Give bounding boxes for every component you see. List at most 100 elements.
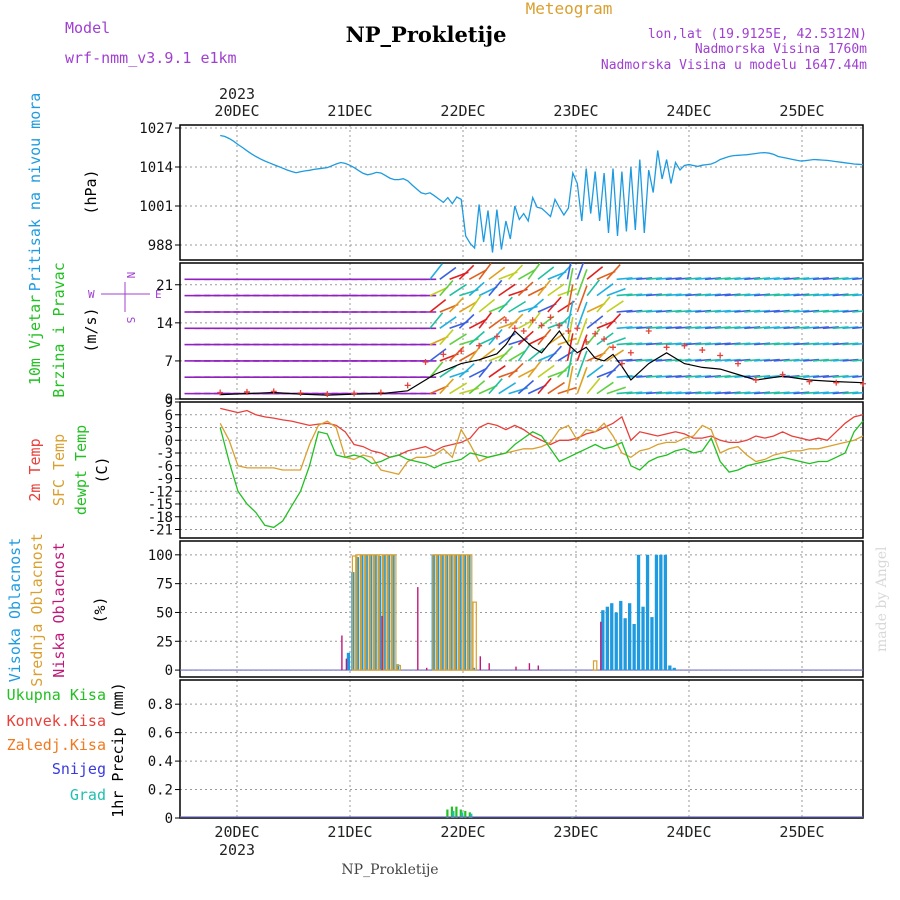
wind-gust-mark [351,390,358,397]
cloud-bar-low [515,666,517,671]
wind-barb [842,375,859,378]
xtick-top-2: 22DEC [440,102,485,120]
wind-barb [586,377,601,395]
wind-barb [606,264,621,280]
wind-barb [616,375,633,378]
wind-barb [665,277,682,281]
wind-barb [498,345,514,362]
wind-barb [429,348,447,362]
precip-legend-0: Ukupna Kisa [7,686,106,704]
wind-barb [429,312,444,329]
wind-barb [675,277,692,281]
wind-barb [832,277,849,281]
wind-barb [517,379,535,395]
wind-gust-mark [324,391,331,398]
wind-gust-mark [618,360,625,367]
precip-legend-4: Grad [70,786,106,804]
wind-barb [754,293,771,297]
wind-barb [734,326,751,330]
wind-barb [812,293,829,297]
wind-gust-mark [717,352,724,359]
wind-barb [773,293,790,297]
wind-barb [626,277,643,281]
wind-barb [449,296,464,313]
wind-barb [783,309,800,313]
wind-barb [566,268,574,296]
wind-barb [724,326,741,330]
wind-barb [754,342,771,346]
wind-barb [655,375,672,378]
wind-barb [547,283,565,297]
credit-text: made by Angel [874,546,890,652]
wind-barb [714,309,731,313]
wind-barb [714,326,731,330]
wind-barb [488,365,506,378]
wind-barb [783,326,800,330]
temp-line-dewpt-temp [219,420,864,529]
cloud-bar-mid [369,554,375,671]
wind-barb [842,358,859,362]
wind-barb [724,342,741,346]
cloud-bar-low [528,663,531,671]
wind-barb [724,391,741,395]
wind-barb [626,342,643,346]
wind-barb [606,313,622,329]
wind-barb [803,293,820,297]
wind-barb [822,342,839,346]
wind-barb [586,266,604,280]
cloud-bar-low [479,656,481,671]
ylabel-temp-dew: dewpt Temp [72,425,90,515]
wind-barb [822,293,839,297]
wind-gust-mark [806,378,813,385]
wind-barb [586,315,604,329]
wind-barb [773,309,790,313]
wind-barb [744,277,761,281]
wind-barb [724,277,741,281]
cloud-bar-mid [360,554,366,671]
cloud-bar-low [341,635,343,671]
cloud-bar-mid [454,554,460,671]
cloud-bar-high [614,612,618,671]
cloud-bar-mid [378,554,384,671]
wind-barb [773,342,790,346]
wind-barb [527,263,541,280]
wind-barb [842,293,859,297]
wind-barb [616,391,633,395]
wind-barb [645,375,663,378]
wind-barb [478,361,493,378]
wind-barb [675,293,692,297]
wind-barb [626,358,643,362]
wind-barb [714,293,731,297]
year-bottom: 2023 [219,841,255,859]
wind-gust-mark [217,389,224,396]
wind-barb [822,326,839,330]
wind-gust-mark [404,382,411,389]
wind-barb [812,342,829,346]
wind-barb [793,309,810,313]
wind-barb [468,367,488,378]
wind-barb [537,266,555,280]
wind-barb [636,391,653,395]
wind-barb [439,279,454,297]
wind-barb [695,277,712,281]
ylabel-wind-2: Brzina i Pravac [50,262,68,397]
wind-barb [596,283,614,297]
ylabel-wind-1: 10m Vjetar [26,295,44,385]
wind-barb [803,358,820,362]
cloud-bar-mid [459,554,464,671]
wind-barb [458,301,478,313]
panel-frame-pressure [179,124,864,261]
wind-barb [852,310,863,313]
wind-barb [704,293,721,297]
wind-barb [458,363,475,378]
wind-barb [685,293,702,297]
wind-barb [704,277,721,281]
wind-barb [734,342,751,346]
wind-barb [557,337,577,346]
wind-barb [655,342,672,346]
wind-barb [832,326,849,330]
wind-barb [527,361,542,378]
ytick-label-cloud-1: 25 [156,634,173,650]
wind-barb [675,326,692,330]
